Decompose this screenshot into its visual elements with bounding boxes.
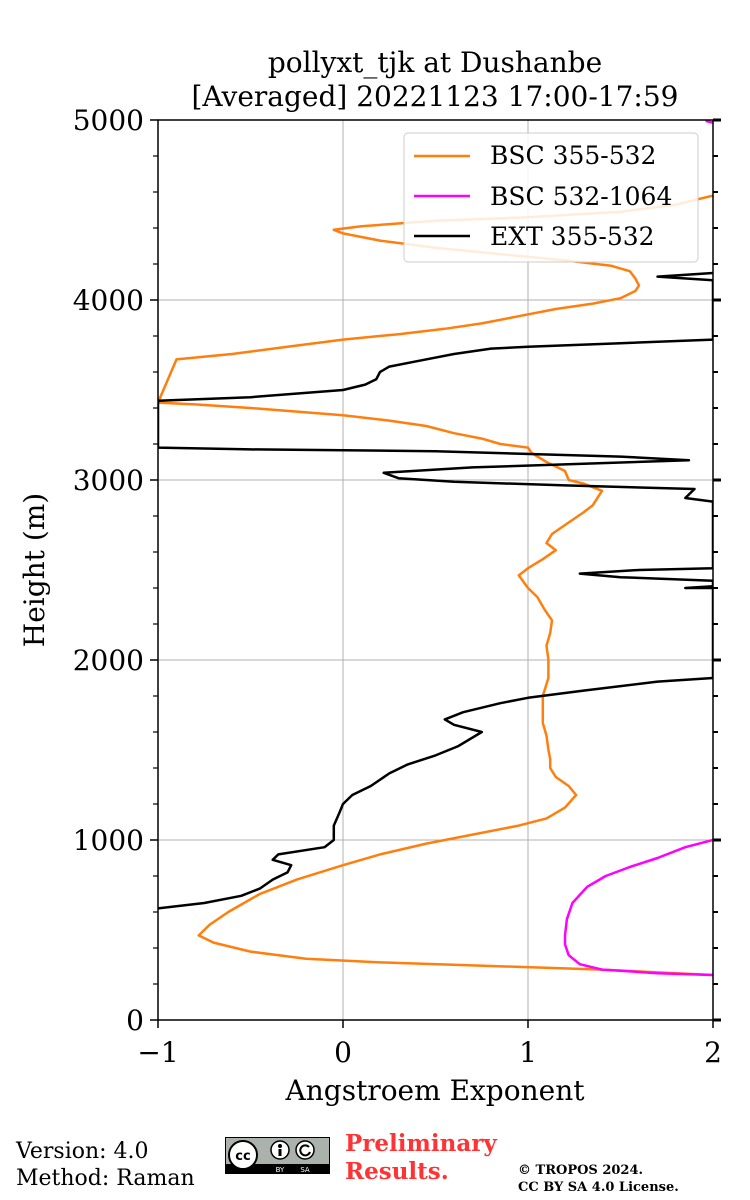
series-line-ext-355-532 xyxy=(158,271,713,910)
y-tick-label: 3000 xyxy=(73,464,144,497)
series-group xyxy=(158,120,713,977)
x-tick-label: 2 xyxy=(704,1036,722,1069)
x-tick-label: −1 xyxy=(137,1036,178,1069)
y-axis-label: Height (m) xyxy=(18,493,51,647)
preliminary-label-line1: Preliminary xyxy=(345,1130,497,1157)
x-tick-label: 0 xyxy=(334,1036,352,1069)
y-tick-label: 1000 xyxy=(73,824,144,857)
y-tick-label: 2000 xyxy=(73,644,144,677)
legend-box xyxy=(403,132,699,263)
legend-label-bsc-355-532: BSC 355-532 xyxy=(490,141,656,170)
svg-text:cc: cc xyxy=(235,1149,250,1164)
plot-frame xyxy=(157,119,714,1021)
series-line-bsc-532-1064-upper xyxy=(705,120,713,124)
y-tick-label: 5000 xyxy=(73,104,144,137)
chart-title-line2: [Averaged] 20221123 17:00-17:59 xyxy=(192,80,679,113)
y-tick-label: 4000 xyxy=(73,284,144,317)
version-text: Version: 4.0 xyxy=(16,1139,149,1164)
legend-label-bsc-532-1064: BSC 532-1064 xyxy=(490,182,672,211)
x-axis-label: Angstroem Exponent xyxy=(285,1074,586,1107)
series-line-bsc-355-532 xyxy=(158,194,713,977)
series-line-bsc-532-1064 xyxy=(563,838,713,977)
cc-by-sa-badge-icon: cc BY SA xyxy=(225,1137,330,1174)
chart-title-line1: pollyxt_tjk at Dushanbe xyxy=(268,46,602,79)
copyright-line1: © TROPOS 2024. xyxy=(518,1163,644,1178)
method-text: Method: Raman xyxy=(16,1166,195,1191)
legend: BSC 355-532 BSC 532-1064 EXT 355-532 xyxy=(403,132,699,263)
svg-text:SA: SA xyxy=(300,1166,310,1174)
x-tick-label: 1 xyxy=(519,1036,537,1069)
legend-label-ext-355-532: EXT 355-532 xyxy=(490,222,655,251)
preliminary-label-line2: Results. xyxy=(345,1158,449,1185)
svg-text:BY: BY xyxy=(276,1166,285,1174)
copyright-line2: CC BY SA 4.0 License. xyxy=(518,1180,679,1195)
y-tick-label: 0 xyxy=(126,1004,144,1037)
